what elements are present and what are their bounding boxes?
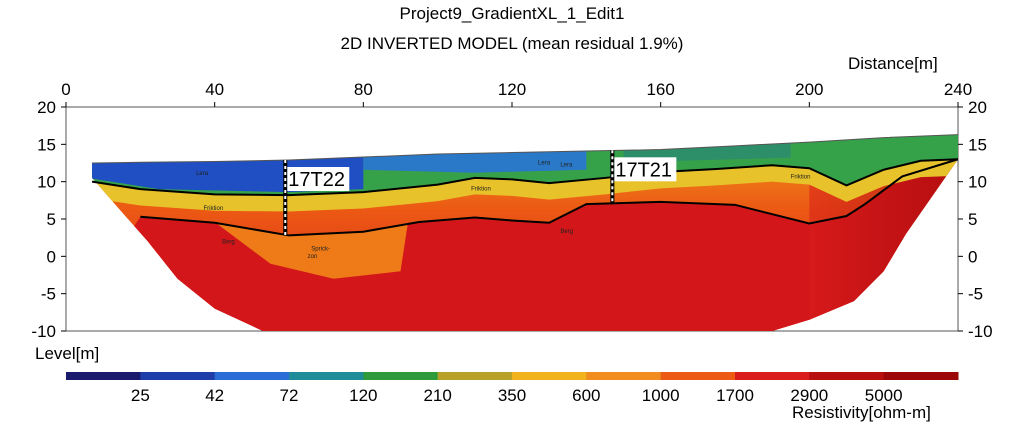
x-tick-label-2: 80: [354, 80, 373, 99]
colorbar-tick-label-8: 1700: [716, 386, 754, 405]
x-tick-label-0: 0: [61, 80, 70, 99]
colorbar-tick-label-2: 72: [280, 386, 299, 405]
colorbar-swatch-10: [809, 372, 885, 380]
y-tick-label-left-2: 10: [37, 173, 56, 192]
y-axis-label: Level[m]: [35, 344, 100, 363]
colorbar-swatch-0: [66, 372, 141, 380]
chart-title: Project9_GradientXL_1_Edit1: [399, 4, 625, 23]
colorbar-swatch-7: [586, 372, 662, 380]
colorbar-swatch-4: [363, 372, 439, 380]
surface-line: [92, 134, 959, 164]
y-tick-label-left-1: 15: [37, 135, 56, 154]
annotation-7: Lera: [538, 160, 551, 166]
y-tick-label-right-6: -10: [968, 322, 993, 341]
annotation-2: Friktion: [204, 206, 224, 212]
annotation-10: Friktion: [791, 175, 811, 181]
bedrock-zone: [92, 159, 958, 331]
colorbar-swatch-1: [140, 372, 216, 380]
colorbar-tick-label-0: 25: [131, 386, 150, 405]
annotation-4: Sprick-: [311, 246, 330, 252]
colorbar-swatch-8: [660, 372, 736, 380]
colorbar-tick-label-7: 1000: [642, 386, 680, 405]
colorbar-label: Resistivity[ohm-m]: [792, 403, 931, 422]
borehole-label-2: 17T21: [615, 159, 672, 181]
fracture-zone: [214, 221, 408, 279]
colorbar-tick-label-1: 42: [205, 386, 224, 405]
y-tick-label-left-6: -10: [31, 322, 56, 341]
y-tick-label-right-3: 5: [968, 210, 977, 229]
borehole-label-bg-2: [614, 157, 677, 182]
x-tick-label-5: 200: [795, 80, 823, 99]
x-tick-label-3: 120: [498, 80, 526, 99]
colorbar-tick-label-4: 210: [423, 386, 451, 405]
interface-line-2: [140, 158, 959, 237]
colorbar-tick-label-5: 350: [498, 386, 526, 405]
annotation-8: Lera: [560, 163, 573, 169]
y-tick-label-right-5: -5: [968, 285, 983, 304]
y-tick-label-right-1: 15: [968, 135, 987, 154]
x-tick-label-4: 160: [646, 80, 674, 99]
annotation-1: Lera: [196, 171, 209, 177]
colorbar-swatch-6: [512, 372, 587, 380]
y-tick-label-left-5: -5: [41, 285, 56, 304]
colorbar-tick-label-10: 5000: [865, 386, 903, 405]
x-axis-label: Distance[m]: [848, 54, 938, 73]
x-tick-label-6: 240: [944, 80, 972, 99]
colorbar-swatch-3: [289, 372, 364, 380]
friction-zone: [92, 159, 959, 212]
colorbar-tick-label-9: 2900: [790, 386, 828, 405]
y-tick-label-right-0: 20: [968, 98, 987, 117]
annotation-5: zon: [308, 254, 318, 260]
borehole-label-bg-1: [287, 167, 350, 192]
y-tick-label-left-4: 0: [47, 247, 56, 266]
annotation-9: Berg: [560, 229, 573, 235]
colorbar-swatch-2: [214, 372, 290, 380]
colorbar-tick-label-6: 600: [572, 386, 600, 405]
y-tick-label-left-0: 20: [37, 98, 56, 117]
colorbar-swatch-9: [735, 372, 810, 380]
chart-subtitle: 2D INVERTED MODEL (mean residual 1.9%): [340, 34, 684, 53]
annotation-3: Berg: [222, 240, 235, 246]
annotation-6: Friktion: [471, 187, 491, 193]
borehole-label-1: 17T22: [288, 169, 345, 191]
y-tick-label-right-4: 0: [968, 247, 977, 266]
y-tick-label-left-3: 5: [47, 210, 56, 229]
y-tick-label-right-2: 10: [968, 173, 987, 192]
colorbar-swatch-5: [437, 372, 513, 380]
colorbar-swatch-11: [883, 372, 959, 380]
x-tick-label-1: 40: [205, 80, 224, 99]
interface-line-1: [91, 158, 959, 197]
colorbar-tick-label-3: 120: [349, 386, 377, 405]
